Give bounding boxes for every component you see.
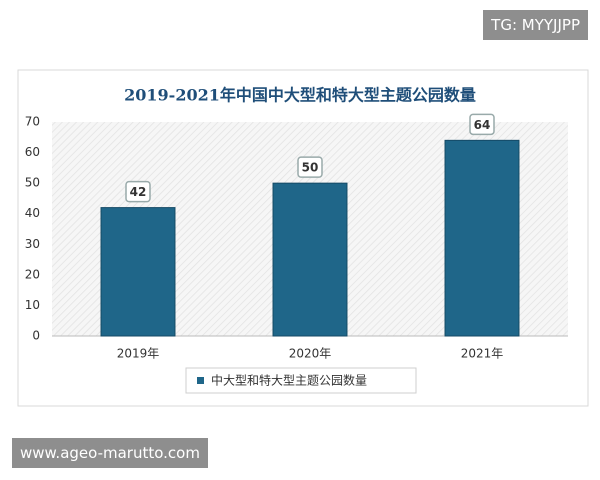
data-label: 64 <box>474 118 491 132</box>
data-label-box <box>469 113 495 136</box>
y-tick-label: 40 <box>25 206 40 220</box>
legend-label: 中大型和特大型主题公园数量 <box>211 373 367 388</box>
chart-title: 2019-2021年中国中大型和特大型主题公园数量 <box>124 86 476 105</box>
y-tick-label: 50 <box>25 176 40 190</box>
watermark: TG: MYYJJPP <box>483 10 588 40</box>
y-tick-label: 20 <box>25 267 40 281</box>
x-tick-label: 2020年 <box>289 347 332 361</box>
y-tick-label: 70 <box>25 115 40 129</box>
data-label-box <box>297 156 323 178</box>
bar <box>444 139 520 337</box>
watermark: www.ageo-marutto.com <box>12 438 208 468</box>
y-tick-label: 60 <box>25 145 40 159</box>
y-tick-label: 10 <box>25 298 40 312</box>
bar <box>100 207 176 337</box>
x-tick-label: 2019年 <box>117 347 160 361</box>
y-tick-label: 0 <box>32 329 40 343</box>
legend <box>185 367 417 394</box>
data-label: 42 <box>130 185 147 199</box>
x-tick-label: 2021年 <box>461 347 504 361</box>
bar <box>272 182 348 337</box>
legend-swatch <box>197 377 204 384</box>
data-label-box <box>125 180 151 203</box>
y-tick-label: 30 <box>25 237 40 251</box>
data-label: 50 <box>302 161 319 175</box>
